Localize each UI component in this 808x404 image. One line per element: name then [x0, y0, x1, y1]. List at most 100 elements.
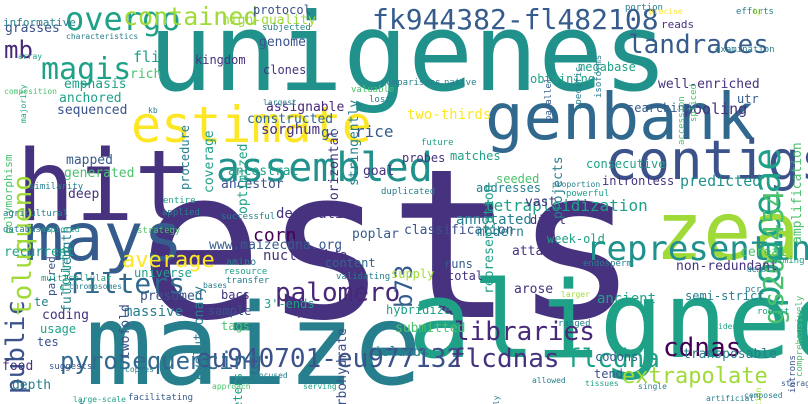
- word-depth: depth: [12, 378, 52, 393]
- word-well-enriched: well-enriched: [658, 77, 760, 92]
- word-lost: lost: [369, 95, 391, 105]
- word-utr: utr: [737, 92, 759, 106]
- word-endosperm: endosperm: [583, 259, 632, 269]
- word-modern: modern: [477, 225, 524, 240]
- word-libraries: libraries: [454, 317, 595, 347]
- word-usage: usage: [40, 322, 77, 336]
- word-probes: probes: [402, 151, 446, 165]
- word-coding: coding: [42, 308, 89, 323]
- word-ests: ests: [138, 125, 639, 367]
- word-pooling: pooling: [684, 100, 748, 118]
- word-ranged: ranged: [558, 319, 591, 329]
- word-composition: composition: [4, 87, 57, 96]
- word-amplification: amplification: [790, 142, 805, 244]
- word-comprehensively: comprehensively: [795, 295, 805, 377]
- word-genbank: genbank: [485, 81, 755, 155]
- word-chromosomes: chromosomes: [69, 282, 122, 291]
- word-duplicated: duplicated: [381, 187, 436, 197]
- word-alternatively: alternatively: [492, 395, 501, 404]
- word-cdnas: cdnas: [663, 333, 742, 363]
- word-tissues: tissues: [585, 379, 619, 388]
- word-codons: codons: [595, 350, 639, 364]
- word-content: content: [325, 256, 376, 270]
- word-array: array: [18, 52, 43, 61]
- word-validating: validating: [336, 272, 391, 282]
- word-sample: sample: [208, 304, 252, 318]
- word-tags: tags: [221, 319, 250, 333]
- word-nucleotide: nucleotide: [263, 248, 348, 264]
- word-robust: robust: [757, 307, 790, 317]
- word-artificial: artificial: [706, 394, 755, 403]
- word-gc: gc: [321, 125, 338, 141]
- word-overgo: overgo: [65, 0, 181, 38]
- word-multicellular: multicellular: [41, 274, 112, 284]
- word-explored: explored: [41, 225, 80, 234]
- word-hybridized: hybridized: [386, 303, 459, 317]
- word-optimized: optimized: [236, 143, 251, 214]
- word-parallel: parallel: [544, 77, 554, 121]
- word-intronless: intronless: [602, 174, 675, 188]
- word-addresses: addresses: [476, 181, 542, 195]
- word-total: total: [447, 269, 484, 283]
- word-extrapolate: extrapolate: [622, 364, 768, 389]
- word-amino: amino: [226, 257, 257, 268]
- word-3-ends: 3'-ends: [264, 297, 315, 311]
- word-high-quality: high-quality: [222, 13, 316, 28]
- word-coverage: coverage: [202, 130, 217, 193]
- word-massive: massive: [124, 304, 184, 320]
- word-pyrosequencing: pyrosequencing: [60, 347, 263, 375]
- word-kb: kb: [148, 106, 158, 115]
- word-largest: largest: [263, 98, 297, 107]
- word-carbohydrate: carbohydrate: [335, 328, 350, 404]
- word-runs: runs: [444, 257, 473, 271]
- word-maize: maize: [85, 281, 423, 404]
- word-assembled: assembled: [216, 145, 433, 191]
- word-future: future: [421, 138, 454, 148]
- word-isoforms: isoforms: [594, 54, 604, 98]
- word-subjected: subjected: [262, 23, 311, 33]
- word-aiming: aiming: [772, 256, 805, 266]
- word-serving: serving: [303, 382, 337, 391]
- word-mb: mb: [4, 36, 33, 64]
- word-successful: successful: [221, 212, 276, 222]
- word-precise: precise: [649, 7, 683, 16]
- word-transposable: transposable: [683, 347, 777, 362]
- word-similarity: similarity: [29, 182, 84, 192]
- word-single: single: [638, 382, 667, 391]
- word-bp: bp: [753, 7, 763, 16]
- word-rich: rich: [130, 67, 162, 82]
- word-powerful: powerful: [566, 189, 610, 199]
- word-procedure: procedure: [178, 124, 192, 190]
- word-maizecdna: www.maizecdna.org: [209, 238, 343, 253]
- word-matches: matches: [450, 149, 501, 163]
- word-mapped: mapped: [66, 153, 113, 168]
- word-transfer: transfer: [226, 276, 270, 286]
- word-representing: representing: [586, 229, 808, 269]
- word-resource: resource: [224, 267, 268, 277]
- word-allowed: allowed: [532, 376, 566, 385]
- word-evolutionary: evolutionary: [192, 286, 207, 380]
- word-specific: specific: [574, 66, 584, 110]
- word-semi-strict: semi-strict: [685, 289, 765, 303]
- word-sorghum: sorghum: [261, 122, 321, 138]
- word-megabase: megabase: [578, 60, 636, 74]
- word-examination: examination: [715, 45, 775, 55]
- word-rare: rare: [296, 307, 328, 322]
- word-sequenced: sequenced: [57, 103, 128, 118]
- word-larger: larger: [561, 290, 590, 299]
- word-corn: corn: [253, 225, 297, 246]
- word-strategy: strategy: [137, 226, 181, 236]
- word-hit: hit: [16, 130, 194, 244]
- word-twofold: twofold: [118, 304, 133, 359]
- word-vast: vast: [525, 195, 557, 210]
- word-characteristics: characteristics: [66, 32, 139, 41]
- word-presumed: presumed: [140, 289, 203, 304]
- word-landraces: landraces: [628, 30, 769, 60]
- word-estimate: estimate: [131, 96, 372, 154]
- word-flcdna: flcdna: [566, 344, 660, 374]
- word-universe: universe: [134, 266, 192, 280]
- word-tes: tes: [37, 335, 59, 349]
- word-comparisons: comparisons: [381, 78, 441, 88]
- word-copies: copies: [125, 365, 154, 374]
